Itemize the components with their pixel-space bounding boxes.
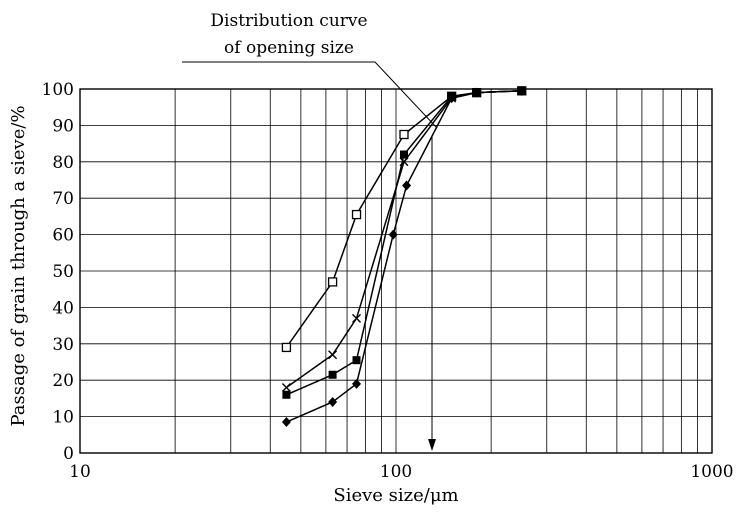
grid-lines — [80, 89, 712, 453]
y-tick-label: 40 — [52, 298, 74, 318]
y-tick-label: 10 — [52, 408, 74, 428]
data-point — [327, 277, 338, 287]
y-tick-label: 20 — [52, 371, 74, 391]
data-point — [282, 390, 291, 399]
data-point — [447, 93, 457, 104]
y-tick-label: 90 — [52, 116, 74, 136]
series-open-square — [281, 86, 527, 353]
x-tick-label: 1000 — [690, 462, 733, 482]
x-tick-label: 10 — [69, 462, 91, 482]
x-tick-labels: 10 100 1000 — [69, 462, 733, 482]
data-point — [281, 417, 291, 428]
x-axis-title: Sieve size/μm — [333, 485, 458, 506]
series-filled-diamond — [281, 85, 527, 428]
annotation-text-line: Distribution curve — [210, 11, 367, 31]
series-group — [281, 85, 527, 428]
plot-frame — [79, 88, 713, 454]
data-point — [399, 150, 408, 159]
annotation-leader-line — [182, 61, 438, 129]
series-line — [285, 90, 522, 348]
data-point — [352, 356, 361, 365]
data-point — [352, 378, 362, 389]
annotation-arrow-head — [428, 439, 437, 451]
y-tick-label: 60 — [52, 226, 74, 246]
y-tick-label: 100 — [42, 80, 74, 100]
data-point — [328, 370, 337, 379]
data-point — [517, 85, 527, 96]
data-point — [388, 229, 398, 240]
y-axis-title: Passage of grain through a sieve/% — [8, 105, 29, 426]
data-point — [402, 180, 412, 191]
data-point — [281, 342, 292, 353]
y-tick-label: 0 — [63, 444, 74, 464]
data-point — [351, 209, 362, 220]
y-tick-label: 70 — [52, 189, 74, 209]
y-tick-label: 50 — [52, 262, 74, 282]
data-point — [399, 129, 409, 140]
series-line — [286, 90, 522, 423]
y-tick-label: 30 — [52, 335, 74, 355]
annotation-text-line: of opening size — [224, 38, 354, 58]
annotation: Distribution curve of opening size — [182, 11, 438, 451]
y-tick-label: 80 — [52, 153, 74, 173]
data-point — [328, 350, 338, 360]
data-point — [328, 397, 338, 408]
x-tick-label: 100 — [380, 462, 412, 482]
data-point — [281, 382, 291, 392]
data-point — [352, 313, 362, 323]
data-point — [472, 87, 482, 98]
y-tick-labels: 0 10 20 30 40 50 60 70 80 90 100 — [42, 80, 74, 464]
